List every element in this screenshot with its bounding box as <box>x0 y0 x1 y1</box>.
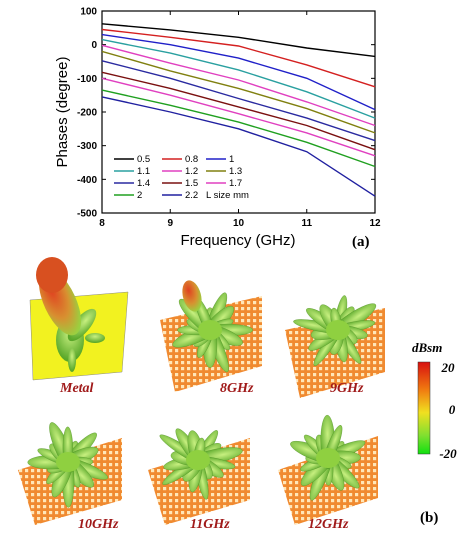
legend-label: 2 <box>137 190 142 201</box>
y-tick-label: -500 <box>77 209 97 220</box>
series-lines <box>101 23 376 197</box>
colorbar-tick-min: -20 <box>439 446 457 461</box>
rcs-lobe-center <box>198 320 222 340</box>
legend-label: 1.4 <box>137 178 150 189</box>
x-axis-label: Frequency (GHz) <box>180 232 295 249</box>
series-line-1 <box>101 33 376 111</box>
x-tick-label: 10 <box>233 218 245 229</box>
y-tick-label: -400 <box>77 175 97 186</box>
rcs-lobes <box>172 292 254 373</box>
legend-label: 0.5 <box>137 154 150 165</box>
legend-label: 1.5 <box>185 178 198 189</box>
colorbar-unit: dBsm <box>412 340 442 355</box>
rcs-panel: Metal 8GHz 9GHz 10GHz 11GHz <box>18 257 457 532</box>
rcs-lobes <box>290 414 366 501</box>
legend-label: 1 <box>229 154 234 165</box>
caption-11ghz: 11GHz <box>190 517 230 532</box>
colorbar-scale <box>417 361 431 455</box>
rcs-plot-metal: Metal <box>29 257 129 396</box>
series-line-1_4 <box>101 60 376 142</box>
rcs-plot-8ghz: 8GHz <box>160 280 262 396</box>
legend-label: 2.2 <box>185 190 198 201</box>
x-tick-label: 8 <box>99 218 105 229</box>
legend-title: L size mm <box>206 190 249 201</box>
caption-metal: Metal <box>59 381 94 396</box>
series-line-1_1 <box>101 38 376 119</box>
caption-10ghz: 10GHz <box>78 517 119 532</box>
legend-label: 1.2 <box>185 166 198 177</box>
rcs-lobe-center <box>316 448 340 468</box>
panel-a-label: (a) <box>352 234 370 250</box>
y-tick-label: 100 <box>80 7 97 18</box>
colorbar: dBsm 20 0 -20 <box>412 340 457 461</box>
rcs-plot-11ghz: 11GHz <box>148 428 250 532</box>
rcs-lobes <box>293 295 377 367</box>
caption-9ghz: 9GHz <box>330 381 364 396</box>
y-tick-label: -200 <box>77 108 97 119</box>
x-tick-label: 9 <box>167 218 173 229</box>
rcs-lobe-center <box>56 452 80 472</box>
series-line-0_5 <box>101 23 376 58</box>
series-line-2 <box>101 89 376 168</box>
series-line-1_3 <box>101 50 376 134</box>
caption-12ghz: 12GHz <box>308 517 349 532</box>
legend: 0.5 0.8 1 1.1 1.2 1.3 1.4 1.5 1.7 2 2.2 L size mm <box>114 154 249 201</box>
rcs-lobe-center <box>326 320 350 340</box>
y-tick-label: -100 <box>77 74 97 85</box>
series-line-2_2 <box>101 96 376 197</box>
y-axis-label: Phases (degree) <box>54 57 71 168</box>
x-tick-label: 11 <box>301 218 312 229</box>
legend-label: 1.1 <box>137 166 150 177</box>
series-line-1_7 <box>101 77 376 157</box>
y-tick-label: -300 <box>77 141 97 152</box>
rcs-plot-12ghz: 12GHz <box>278 414 378 532</box>
rcs-lobe-center <box>186 450 210 470</box>
series-line-0_8 <box>101 28 376 88</box>
rcs-lobes <box>159 428 243 500</box>
y-tick-label: 0 <box>91 40 97 51</box>
legend-label: 0.8 <box>185 154 198 165</box>
series-line-1_2 <box>101 44 376 127</box>
legend-label: 1.7 <box>229 178 242 189</box>
rcs-plot-9ghz: 9GHz <box>285 295 385 398</box>
colorbar-tick-mid: 0 <box>449 402 456 417</box>
panel-b-label: (b) <box>420 510 438 526</box>
x-tick-label: 12 <box>369 218 381 229</box>
series-line-1_5 <box>101 71 376 151</box>
legend-label: 1.3 <box>229 166 242 177</box>
rcs-lobes <box>27 422 109 508</box>
caption-8ghz: 8GHz <box>220 381 254 396</box>
colorbar-tick-max: 20 <box>441 360 456 375</box>
rcs-plot-10ghz: 10GHz <box>18 422 122 532</box>
